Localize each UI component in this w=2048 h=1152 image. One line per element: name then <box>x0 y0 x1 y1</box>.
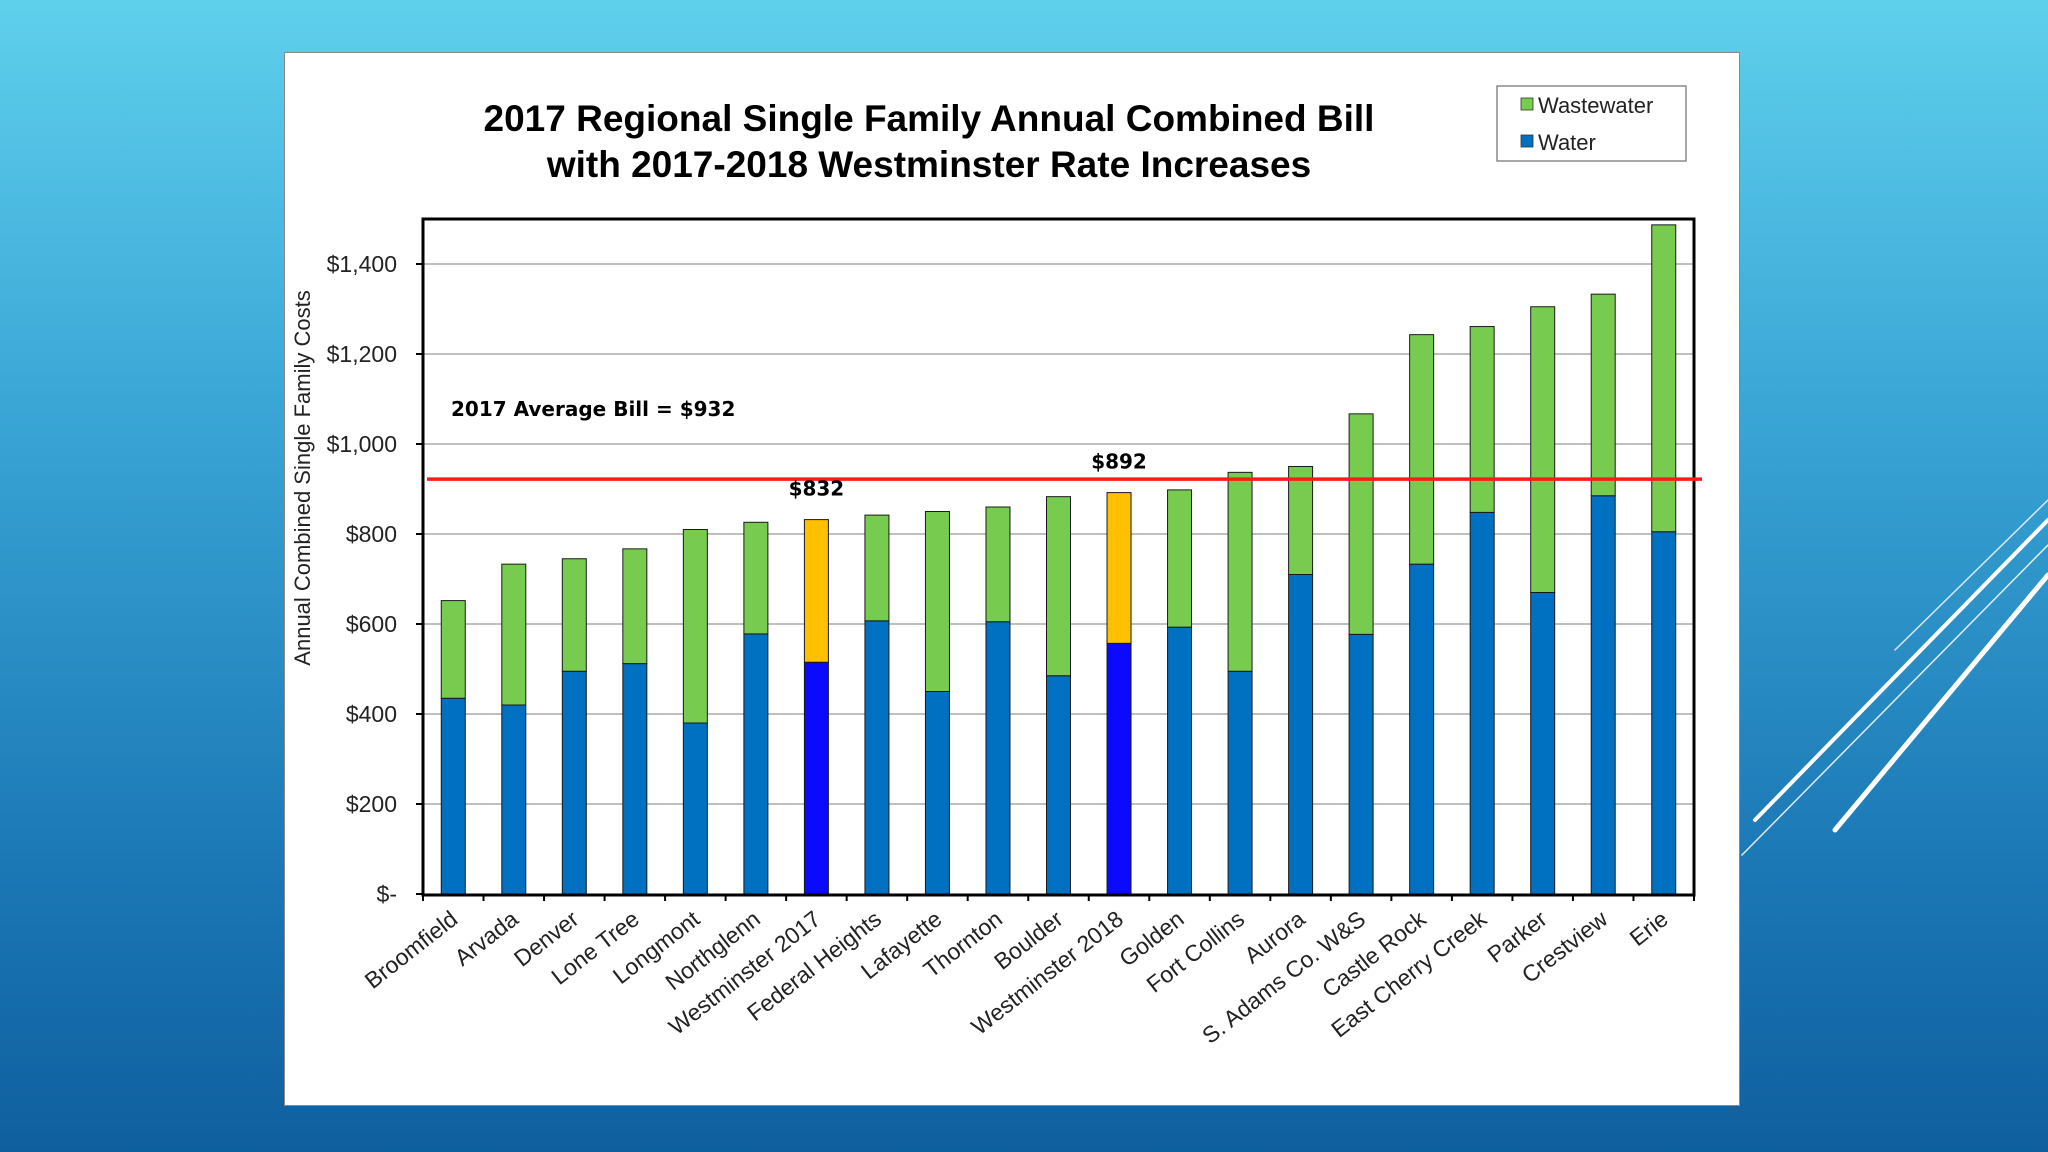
decor-line <box>1832 572 2048 833</box>
y-tick-label: $800 <box>346 521 397 547</box>
bar-water <box>1590 495 1616 895</box>
bar-water <box>682 722 708 895</box>
y-tick-label: $1,400 <box>327 251 397 277</box>
legend-swatch-wastewater <box>1520 97 1534 111</box>
bar-water <box>803 661 829 895</box>
y-tick-label: $600 <box>346 611 397 637</box>
y-tick-label: $1,200 <box>327 341 397 367</box>
bar-annotation: $892 <box>1091 450 1147 474</box>
chart-title-line-2: with 2017-2018 Westminster Rate Increase… <box>546 144 1311 185</box>
bar-water <box>501 704 527 895</box>
bar-wastewater <box>743 521 769 635</box>
legend-label-wastewater: Wastewater <box>1538 93 1653 118</box>
bar-water <box>622 663 648 895</box>
y-tick-label: $- <box>377 881 397 907</box>
bar-wastewater <box>924 511 950 692</box>
bar-water <box>1348 633 1374 895</box>
bar-wastewater <box>1348 413 1374 635</box>
bar-wastewater <box>682 529 708 724</box>
annotations: $832 $892 <box>789 450 1147 501</box>
average-line-group: 2017 Average Bill = $932 <box>427 397 1702 481</box>
bar-wastewater <box>1651 224 1677 533</box>
y-tick-label: $1,000 <box>327 431 397 457</box>
legend: Wastewater Water <box>1496 85 1687 162</box>
legend-swatch-water <box>1520 134 1534 148</box>
bar-wastewater <box>622 548 648 665</box>
bar-annotation: $832 <box>789 477 845 501</box>
y-tick-label: $400 <box>346 701 397 727</box>
bar-water <box>985 621 1011 895</box>
category-label: Broomfield <box>360 905 463 993</box>
bar-water <box>743 633 769 895</box>
bar-water <box>1409 563 1435 895</box>
bar-wastewater <box>561 558 587 672</box>
bar-wastewater <box>1167 489 1193 628</box>
bar-wastewater <box>1227 471 1253 672</box>
decor-line <box>1894 499 2048 651</box>
y-axis-title: Annual Combined Single Family Costs <box>290 290 315 665</box>
bar-water <box>1530 592 1556 895</box>
bar-water <box>924 691 950 895</box>
bar-water <box>561 670 587 895</box>
bar-water <box>1469 511 1495 895</box>
bar-wastewater <box>1469 326 1495 513</box>
average-bill-label: 2017 Average Bill = $932 <box>451 397 735 421</box>
bar-water <box>1106 642 1132 895</box>
bar-wastewater <box>1530 306 1556 593</box>
bars <box>440 224 1677 895</box>
bar-water <box>1651 531 1677 895</box>
y-tick-label: $200 <box>346 791 397 817</box>
bar-wastewater <box>803 519 829 663</box>
bar-water <box>440 697 466 895</box>
bar-water <box>1046 675 1071 895</box>
decor-line <box>1741 544 2048 856</box>
bar-wastewater <box>501 563 527 706</box>
category-label: Erie <box>1625 905 1673 951</box>
category-label: Arvada <box>449 905 523 970</box>
bar-wastewater <box>985 506 1011 623</box>
bar-wastewater <box>1590 293 1616 497</box>
bar-wastewater <box>1409 334 1435 565</box>
decor-line <box>1753 518 2048 822</box>
bar-water <box>1288 574 1314 895</box>
bar-wastewater <box>1288 466 1314 575</box>
bar-wastewater <box>864 514 890 622</box>
chart-title-line-1: 2017 Regional Single Family Annual Combi… <box>484 98 1375 139</box>
bar-water <box>864 620 890 895</box>
bar-water <box>1167 626 1193 895</box>
stacked-bar-chart: 2017 Regional Single Family Annual Combi… <box>290 85 1702 1049</box>
axis-ticks: $- $200 $400 $600 $800 $1,000 $1,200 $1,400 <box>327 251 1695 907</box>
bar-water <box>1227 670 1253 895</box>
bar-wastewater <box>1106 492 1132 644</box>
bar-wastewater <box>440 600 466 699</box>
chart-slide: 2017 Regional Single Family Annual Combi… <box>284 52 1740 1106</box>
bar-wastewater <box>1046 496 1071 677</box>
legend-label-water: Water <box>1538 130 1596 155</box>
plot-area-frame <box>421 217 1696 897</box>
